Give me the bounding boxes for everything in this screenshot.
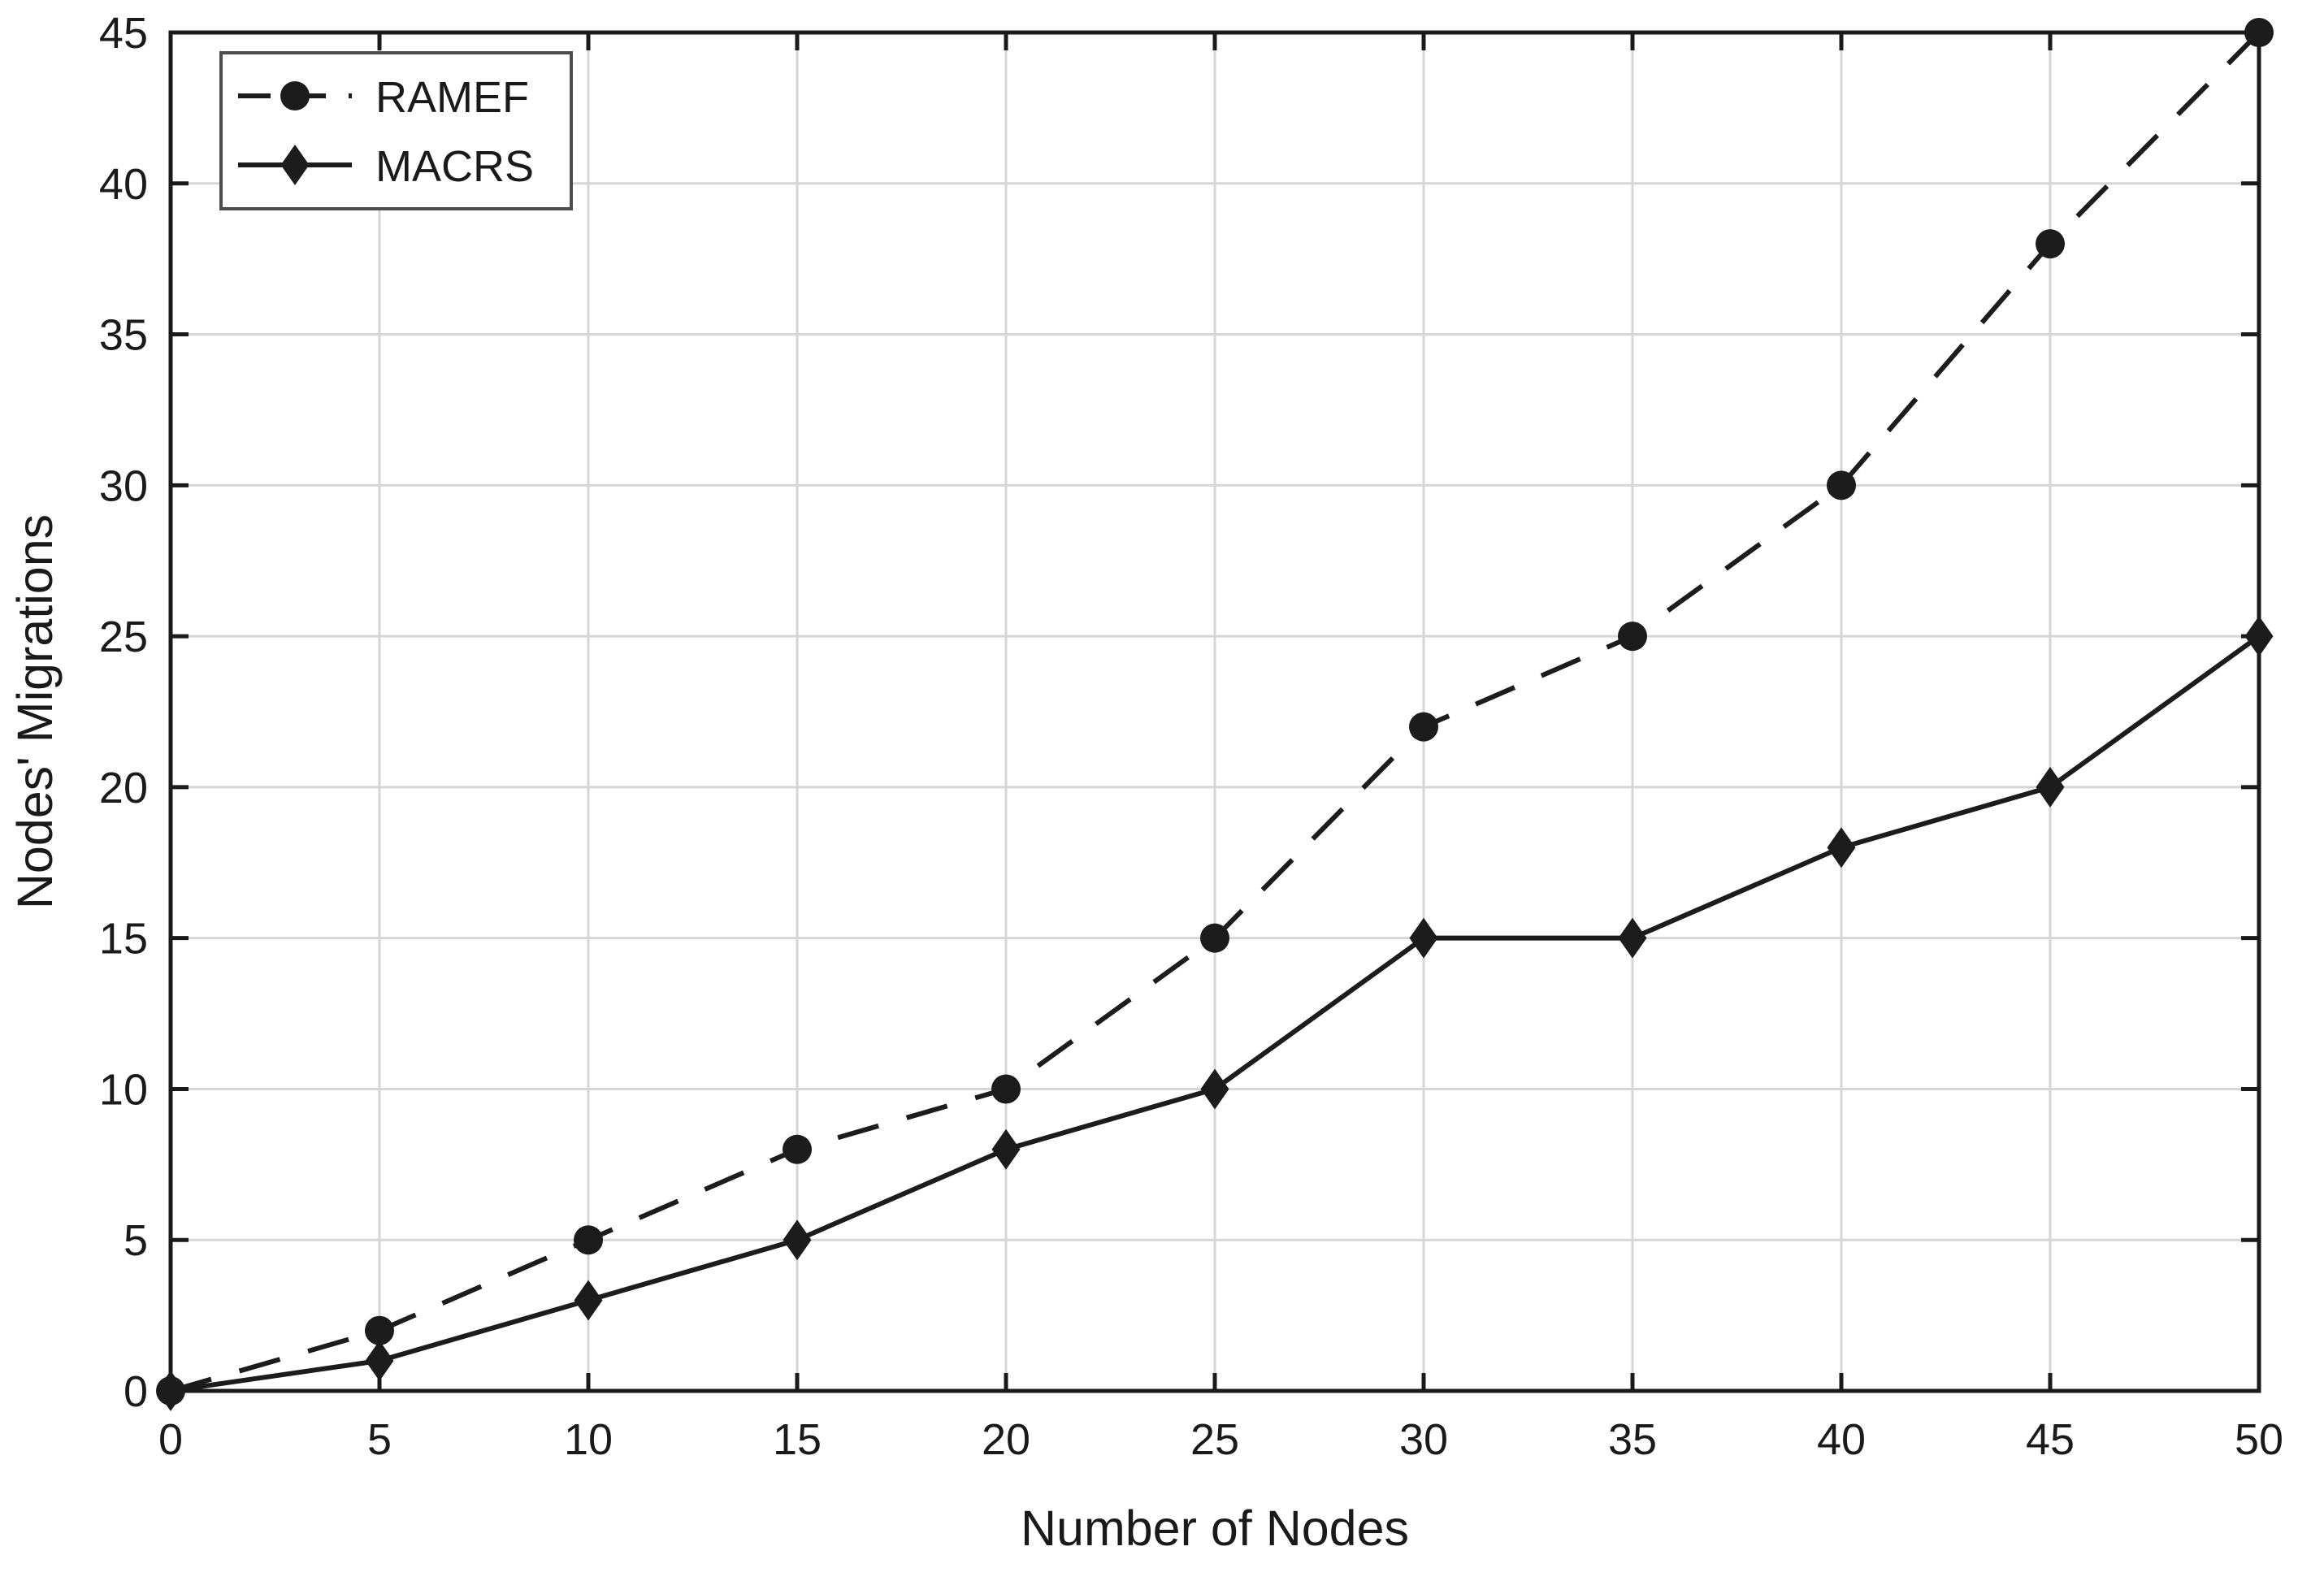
macrs-marker [1827,827,1856,868]
x-tick-label: 40 [1817,1415,1866,1464]
y-tick-label: 20 [99,764,148,812]
y-tick-label: 35 [99,311,148,360]
macrs-marker [574,1280,603,1321]
ramef-marker [1618,622,1647,652]
legend-label-series2: MACRS [375,142,534,191]
x-tick-label: 35 [1608,1415,1657,1464]
legend-box [219,51,573,210]
macrs-marker [991,1128,1021,1170]
ramef-marker [2036,229,2065,259]
series-macrs [156,616,2274,1411]
macrs-marker [1200,1068,1229,1110]
x-tick-label: 45 [2026,1415,2075,1464]
macrs-marker [2036,766,2065,808]
macrs-marker [1409,917,1438,959]
chart-render-layer: 0 5 10 15 20 25 30 35 40 45 50 0 5 10 15 20 25 30 35 40 45 [99,9,2283,1464]
x-axis-label: Number of Nodes [1021,1501,1409,1556]
macrs-marker [156,1371,185,1411]
series-ramef [156,18,2274,1406]
y-axis-label: Nodes' Migrations [7,514,63,909]
x-tick-label: 15 [773,1415,822,1464]
ramef-marker [1409,712,1438,742]
x-tick-label: 20 [982,1415,1030,1464]
axes [168,30,2261,1393]
ramef-marker [783,1134,812,1164]
ramef-marker [1827,470,1856,500]
y-tick-label: 15 [99,915,148,964]
macrs-marker [1618,917,1647,959]
tick-labels: 0 5 10 15 20 25 30 35 40 45 50 0 5 10 15 20 25 30 35 40 45 [99,9,2283,1464]
macrs-marker [365,1340,394,1381]
x-tick-label: 5 [367,1415,392,1464]
macrs-marker [2244,616,2274,657]
y-tick-label: 30 [99,461,148,510]
ramef-marker [1200,923,1229,953]
legend-marker-diamond [280,145,310,185]
x-tick-label: 30 [1399,1415,1448,1464]
x-tick-label: 10 [564,1415,613,1464]
legend [219,51,573,210]
x-tick-label: 25 [1190,1415,1239,1464]
y-tick-label: 5 [124,1216,148,1265]
legend-label-series1: RAMEF [375,73,529,122]
y-tick-label: 40 [99,160,148,209]
y-tick-label: 10 [99,1065,148,1114]
macrs-marker [783,1219,812,1261]
y-tick-label: 45 [99,9,148,58]
y-tick-label: 25 [99,613,148,661]
gridlines [171,32,2259,1391]
ramef-marker [365,1315,394,1345]
legend-marker-circle [280,81,310,110]
y-tick-label: 0 [124,1367,148,1416]
ramef-marker [574,1225,603,1255]
ramef-marker [2244,18,2274,47]
x-tick-label: 50 [2235,1415,2283,1464]
x-tick-label: 0 [158,1415,183,1464]
ramef-marker [991,1074,1021,1104]
